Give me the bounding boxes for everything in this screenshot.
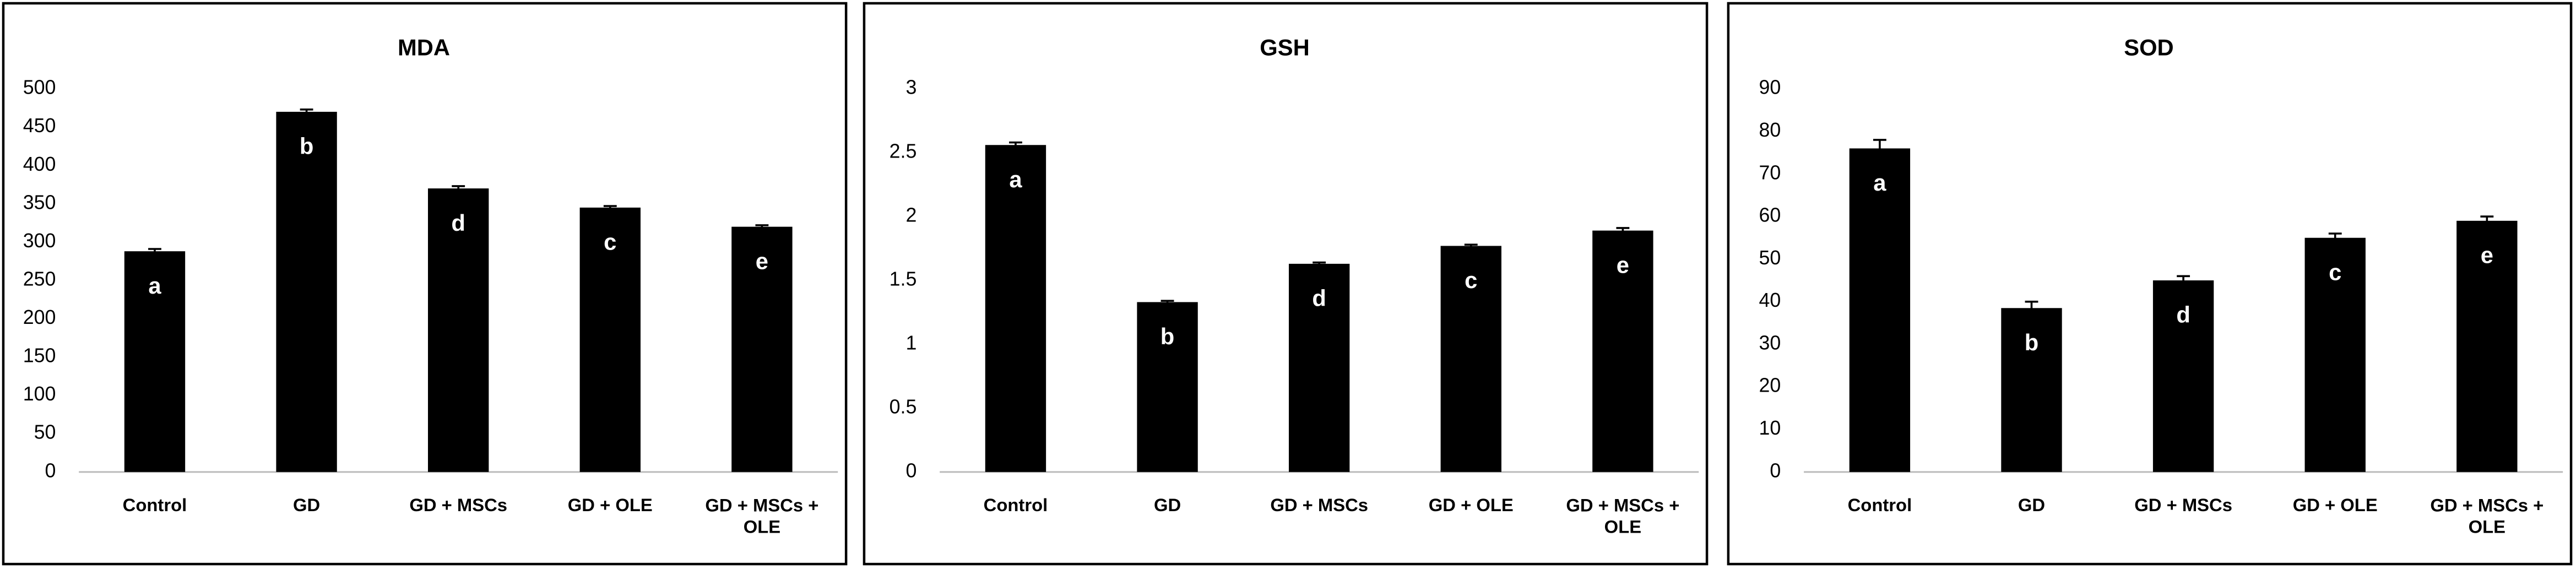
bar (2304, 237, 2366, 472)
error-bar (1464, 243, 1478, 247)
bar (731, 226, 793, 472)
y-tick-label: 450 (23, 115, 56, 137)
y-tick-label: 0 (1770, 459, 1781, 481)
y-tick-label: 350 (23, 191, 56, 213)
error-bar (452, 185, 465, 191)
panel-border (2, 2, 848, 566)
y-tick-label: 250 (23, 268, 56, 290)
x-tick-label: GD + MSCs (1270, 495, 1368, 515)
bar-annotation: a (1009, 166, 1022, 192)
x-tick-label: GD + MSCs (409, 495, 507, 515)
bar-annotation: e (2481, 242, 2493, 268)
bar (1288, 263, 1350, 472)
y-tick-label: 30 (1759, 332, 1781, 354)
bar-annotation: e (1617, 252, 1629, 278)
bar (1849, 148, 1911, 472)
y-tick-label: 150 (23, 345, 56, 367)
y-tick-label: 50 (34, 421, 56, 443)
error-bar (1160, 300, 1174, 304)
y-tick-label: 50 (1759, 247, 1781, 269)
error-bar (1009, 141, 1022, 148)
x-tick-label: GD + MSCs + OLE (2430, 495, 2544, 537)
bar-annotation: d (1312, 285, 1326, 311)
panel-border (1727, 2, 2573, 566)
error-bar (1616, 227, 1630, 234)
y-tick-label: 1 (905, 332, 916, 354)
bar-annotation: d (451, 210, 465, 236)
chart-title: MDA (398, 35, 450, 61)
bar (276, 111, 337, 472)
y-tick-label: 20 (1759, 375, 1781, 397)
error-bar (2177, 275, 2190, 285)
x-tick-label: GD + OLE (1429, 495, 1514, 515)
bar (1137, 302, 1198, 472)
y-tick-label: 90 (1759, 77, 1781, 99)
chart-title: SOD (2124, 35, 2173, 61)
x-tick-label: GD (2018, 495, 2045, 515)
bar-annotation: c (1465, 267, 1477, 293)
error-bar (1873, 139, 1886, 157)
bar (2152, 280, 2214, 472)
bar (2001, 308, 2062, 472)
y-tick-label: 500 (23, 77, 56, 99)
x-tick-label: GD + MSCs (2134, 495, 2232, 515)
x-tick-label: Control (1848, 495, 1912, 515)
x-tick-label: GD (293, 495, 320, 515)
x-tick-label: GD (1154, 495, 1181, 515)
y-tick-label: 10 (1759, 417, 1781, 439)
error-bar (300, 108, 313, 115)
y-tick-label: 400 (23, 153, 56, 175)
error-bar (1313, 261, 1326, 265)
bar-annotation: d (2176, 302, 2190, 328)
error-bar (2025, 300, 2038, 315)
y-tick-label: 100 (23, 383, 56, 405)
bar-annotation: c (2329, 259, 2341, 285)
error-bar (2328, 232, 2342, 242)
bar (2456, 220, 2518, 472)
x-tick-label: GD + MSCs + OLE (1566, 495, 1679, 537)
y-tick-label: 70 (1759, 161, 1781, 183)
bar-annotation: b (2025, 329, 2039, 355)
bar-annotation: b (300, 133, 314, 159)
y-tick-label: 200 (23, 306, 56, 328)
y-tick-label: 2.5 (890, 140, 917, 162)
y-tick-label: 0.5 (890, 395, 917, 418)
bar (985, 145, 1046, 472)
bar (428, 188, 489, 472)
bar-annotation: b (1160, 323, 1175, 349)
error-bar (603, 205, 617, 209)
x-tick-label: Control (984, 495, 1048, 515)
y-tick-label: 80 (1759, 119, 1781, 141)
x-tick-label: GD + MSCs + OLE (705, 495, 818, 537)
error-bar (148, 248, 161, 254)
y-tick-label: 3 (905, 77, 916, 99)
chart-title: GSH (1260, 35, 1309, 61)
y-tick-label: 300 (23, 230, 56, 252)
bar (1440, 246, 1501, 472)
bar (1592, 230, 1653, 472)
y-tick-label: 1.5 (890, 268, 917, 290)
bar (124, 251, 186, 472)
x-tick-label: Control (123, 495, 187, 515)
bar (579, 207, 641, 472)
y-tick-label: 2 (905, 204, 916, 226)
bar-annotation: a (1873, 170, 1886, 196)
x-tick-label: GD + OLE (2293, 495, 2378, 515)
y-tick-label: 40 (1759, 289, 1781, 311)
y-tick-label: 60 (1759, 204, 1781, 226)
bar-annotation: e (756, 248, 768, 274)
x-tick-label: GD + OLE (568, 495, 653, 515)
y-tick-label: 0 (45, 459, 56, 481)
bar-annotation: c (604, 229, 616, 255)
error-bar (755, 224, 769, 229)
y-tick-label: 0 (905, 459, 916, 481)
error-bar (2480, 215, 2494, 225)
panel-border (863, 2, 1709, 566)
bar-annotation: a (148, 273, 161, 299)
